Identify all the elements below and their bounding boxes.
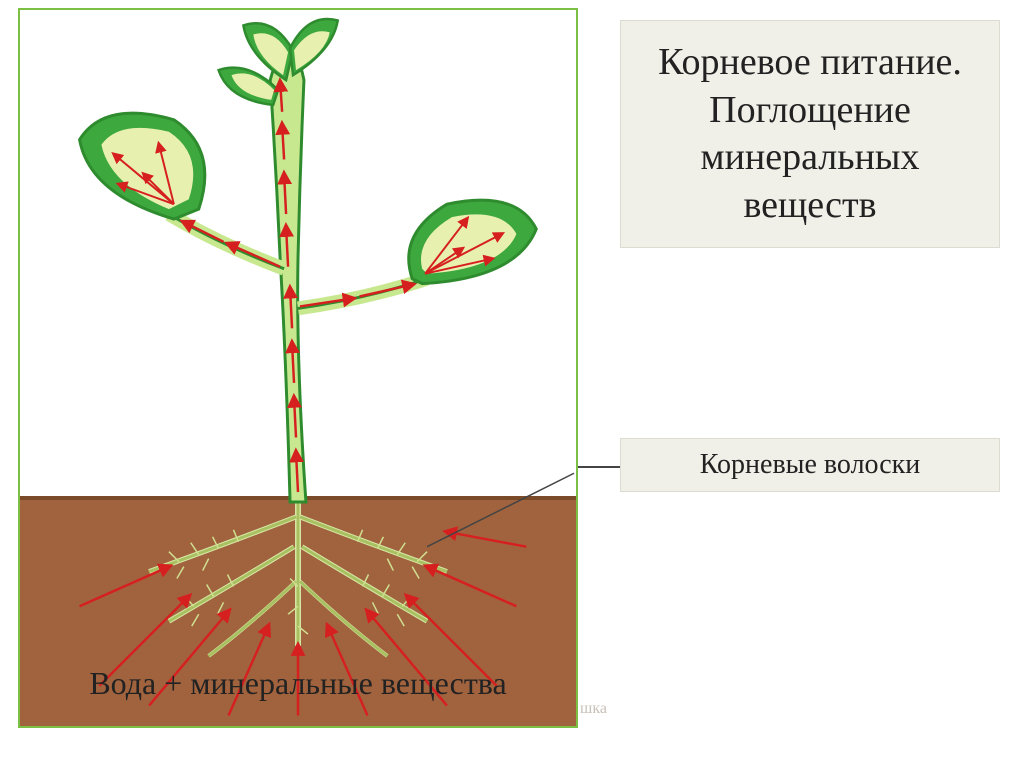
watermark-text: шка (580, 700, 607, 718)
plant-illustration (20, 10, 576, 726)
diagram-frame (18, 8, 578, 728)
pointer-extension (578, 466, 620, 468)
title-box: Корневое питание. Поглощение минеральных… (620, 20, 1000, 248)
title-text: Корневое питание. Поглощение минеральных… (658, 41, 962, 226)
root-hair-label-box: Корневые волоски (620, 438, 1000, 492)
leaf-top (219, 19, 338, 105)
leaf-left (80, 113, 205, 219)
root-hair-label: Корневые волоски (700, 449, 921, 480)
bottom-caption: Вода + минеральные вещества (18, 666, 578, 702)
stem (169, 48, 427, 502)
root-system (149, 497, 447, 656)
pointer-root-hair (427, 473, 574, 546)
